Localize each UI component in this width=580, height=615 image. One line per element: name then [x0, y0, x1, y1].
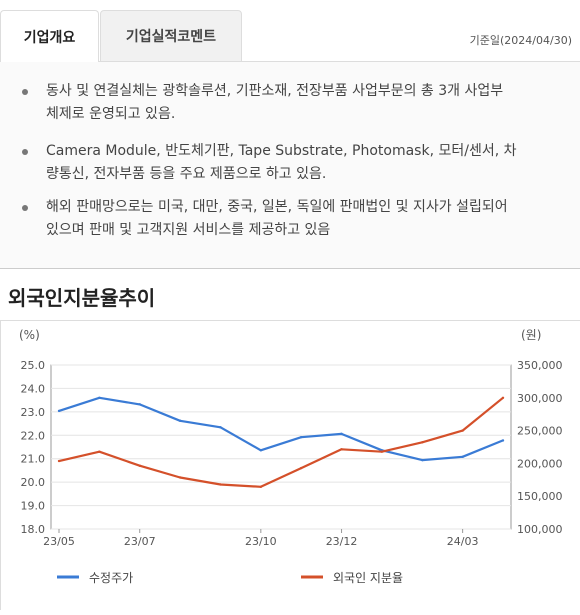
overview-line: 있으며 판매 및 고객지원 서비스를 제공하고 있음 [46, 222, 331, 238]
foreign-ownership-point [299, 466, 303, 470]
price-point [138, 403, 141, 406]
left-tick-label: 25.0 [21, 359, 46, 372]
left-tick-label: 22.0 [21, 429, 46, 442]
foreign-ownership-point [380, 450, 384, 453]
foreign-ownership-chart: (%) (원) 25.0 24.0 23.0 22.0 21.0 20.0 19.0 18.0… [0, 320, 580, 610]
left-unit-label: (%) [19, 328, 40, 342]
x-axis: 23/05 23/07 23/10 23/12 24/03 [43, 529, 478, 548]
plot-frame [50, 364, 512, 530]
right-tick-label: 150,000 [517, 490, 563, 503]
x-tick-label: 23/12 [326, 535, 358, 548]
right-tick-label: 200,000 [517, 457, 563, 470]
legend-foreign-label: 외국인 지분율 [333, 571, 403, 585]
right-tick-label: 300,000 [517, 392, 563, 405]
foreign-ownership-point [421, 441, 424, 444]
left-tick-label: 20.0 [21, 476, 46, 489]
bullet-icon [22, 149, 28, 155]
company-overview-panel: 동사 및 연결실체는 광학솔루션, 기판소재, 전장부품 사업부문의 총 3개 … [0, 62, 580, 269]
x-tick-label: 23/10 [245, 535, 277, 548]
foreign-ownership-point [501, 396, 505, 399]
left-tick-label: 24.0 [21, 382, 46, 395]
list-item: 동사 및 연결실체는 광학솔루션, 기판소재, 전장부품 사업부문의 총 3개 … [22, 80, 574, 126]
price-point [57, 409, 61, 413]
foreign-ownership-series-line [58, 396, 504, 488]
chart-grid [50, 364, 512, 530]
price-point [340, 432, 343, 436]
price-point [259, 449, 263, 452]
price-point [461, 455, 464, 459]
left-tick-label: 23.0 [21, 406, 46, 419]
right-unit-label: (원) [521, 328, 541, 342]
x-tick-label: 23/07 [124, 535, 156, 548]
foreign-ownership-point [461, 429, 464, 432]
price-point [219, 426, 222, 429]
price-point [421, 458, 424, 462]
tab-bar: 기업개요 기업실적코멘트 기준일(2024/04/30) [0, 0, 580, 63]
tab-earnings-comment[interactable]: 기업실적코멘트 [100, 10, 242, 62]
foreign-ownership-point [57, 459, 61, 463]
base-date: 기준일(2024/04/30) [469, 34, 572, 47]
right-tick-label: 250,000 [517, 425, 563, 438]
right-tick-label: 350,000 [517, 359, 563, 372]
left-tick-label: 19.0 [21, 500, 46, 513]
bullet-icon [22, 205, 28, 211]
tab-company-overview[interactable]: 기업개요 [0, 10, 99, 63]
right-tick-label: 100,000 [517, 523, 563, 536]
price-point [178, 419, 182, 422]
overview-line: Camera Module, 반도체기판, Tape Substrate, Ph… [46, 143, 517, 159]
foreign-ownership-point [340, 448, 343, 451]
price-series-line [58, 396, 504, 462]
foreign-ownership-point [178, 476, 182, 479]
list-item: 해외 판매망으로는 미국, 대만, 중국, 일본, 독일에 판매법인 및 지사가… [22, 196, 574, 242]
right-axis: 350,000 300,000 250,000 200,000 150,000 100,0… [517, 359, 563, 536]
foreign-ownership-point [219, 483, 222, 486]
overview-line: 량통신, 전자부품 등을 주요 제품으로 하고 있음. [46, 166, 327, 182]
legend-price-label: 수정주가 [89, 571, 133, 585]
overview-line: 해외 판매망으로는 미국, 대만, 중국, 일본, 독일에 판매법인 및 지사가… [46, 199, 508, 215]
foreign-ownership-point [259, 485, 263, 489]
left-axis: 25.0 24.0 23.0 22.0 21.0 20.0 19.0 18.0 [21, 359, 46, 536]
legend-box [49, 567, 549, 587]
x-tick-label: 24/03 [447, 535, 479, 548]
x-tick-label: 23/05 [43, 535, 75, 548]
left-tick-label: 21.0 [21, 453, 46, 466]
price-point [501, 439, 505, 442]
section-title: 외국인지분율추이 [8, 286, 156, 310]
overview-line: 체제로 운영되고 있음. [46, 106, 176, 122]
foreign-ownership-point [98, 450, 101, 453]
series-lines [57, 396, 505, 489]
price-point [98, 396, 101, 399]
foreign-ownership-point [138, 464, 141, 467]
price-point [299, 435, 303, 439]
left-tick-label: 18.0 [21, 523, 46, 536]
chart-svg: (%) (원) 25.0 24.0 23.0 22.0 21.0 20.0 19.0 18.0… [19, 328, 563, 587]
bullet-icon [22, 89, 28, 95]
overview-line: 동사 및 연결실체는 광학솔루션, 기판소재, 전장부품 사업부문의 총 3개 … [46, 83, 504, 99]
list-item: Camera Module, 반도체기판, Tape Substrate, Ph… [22, 140, 574, 186]
chart-legend: 수정주가 외국인 지분율 [49, 567, 549, 587]
